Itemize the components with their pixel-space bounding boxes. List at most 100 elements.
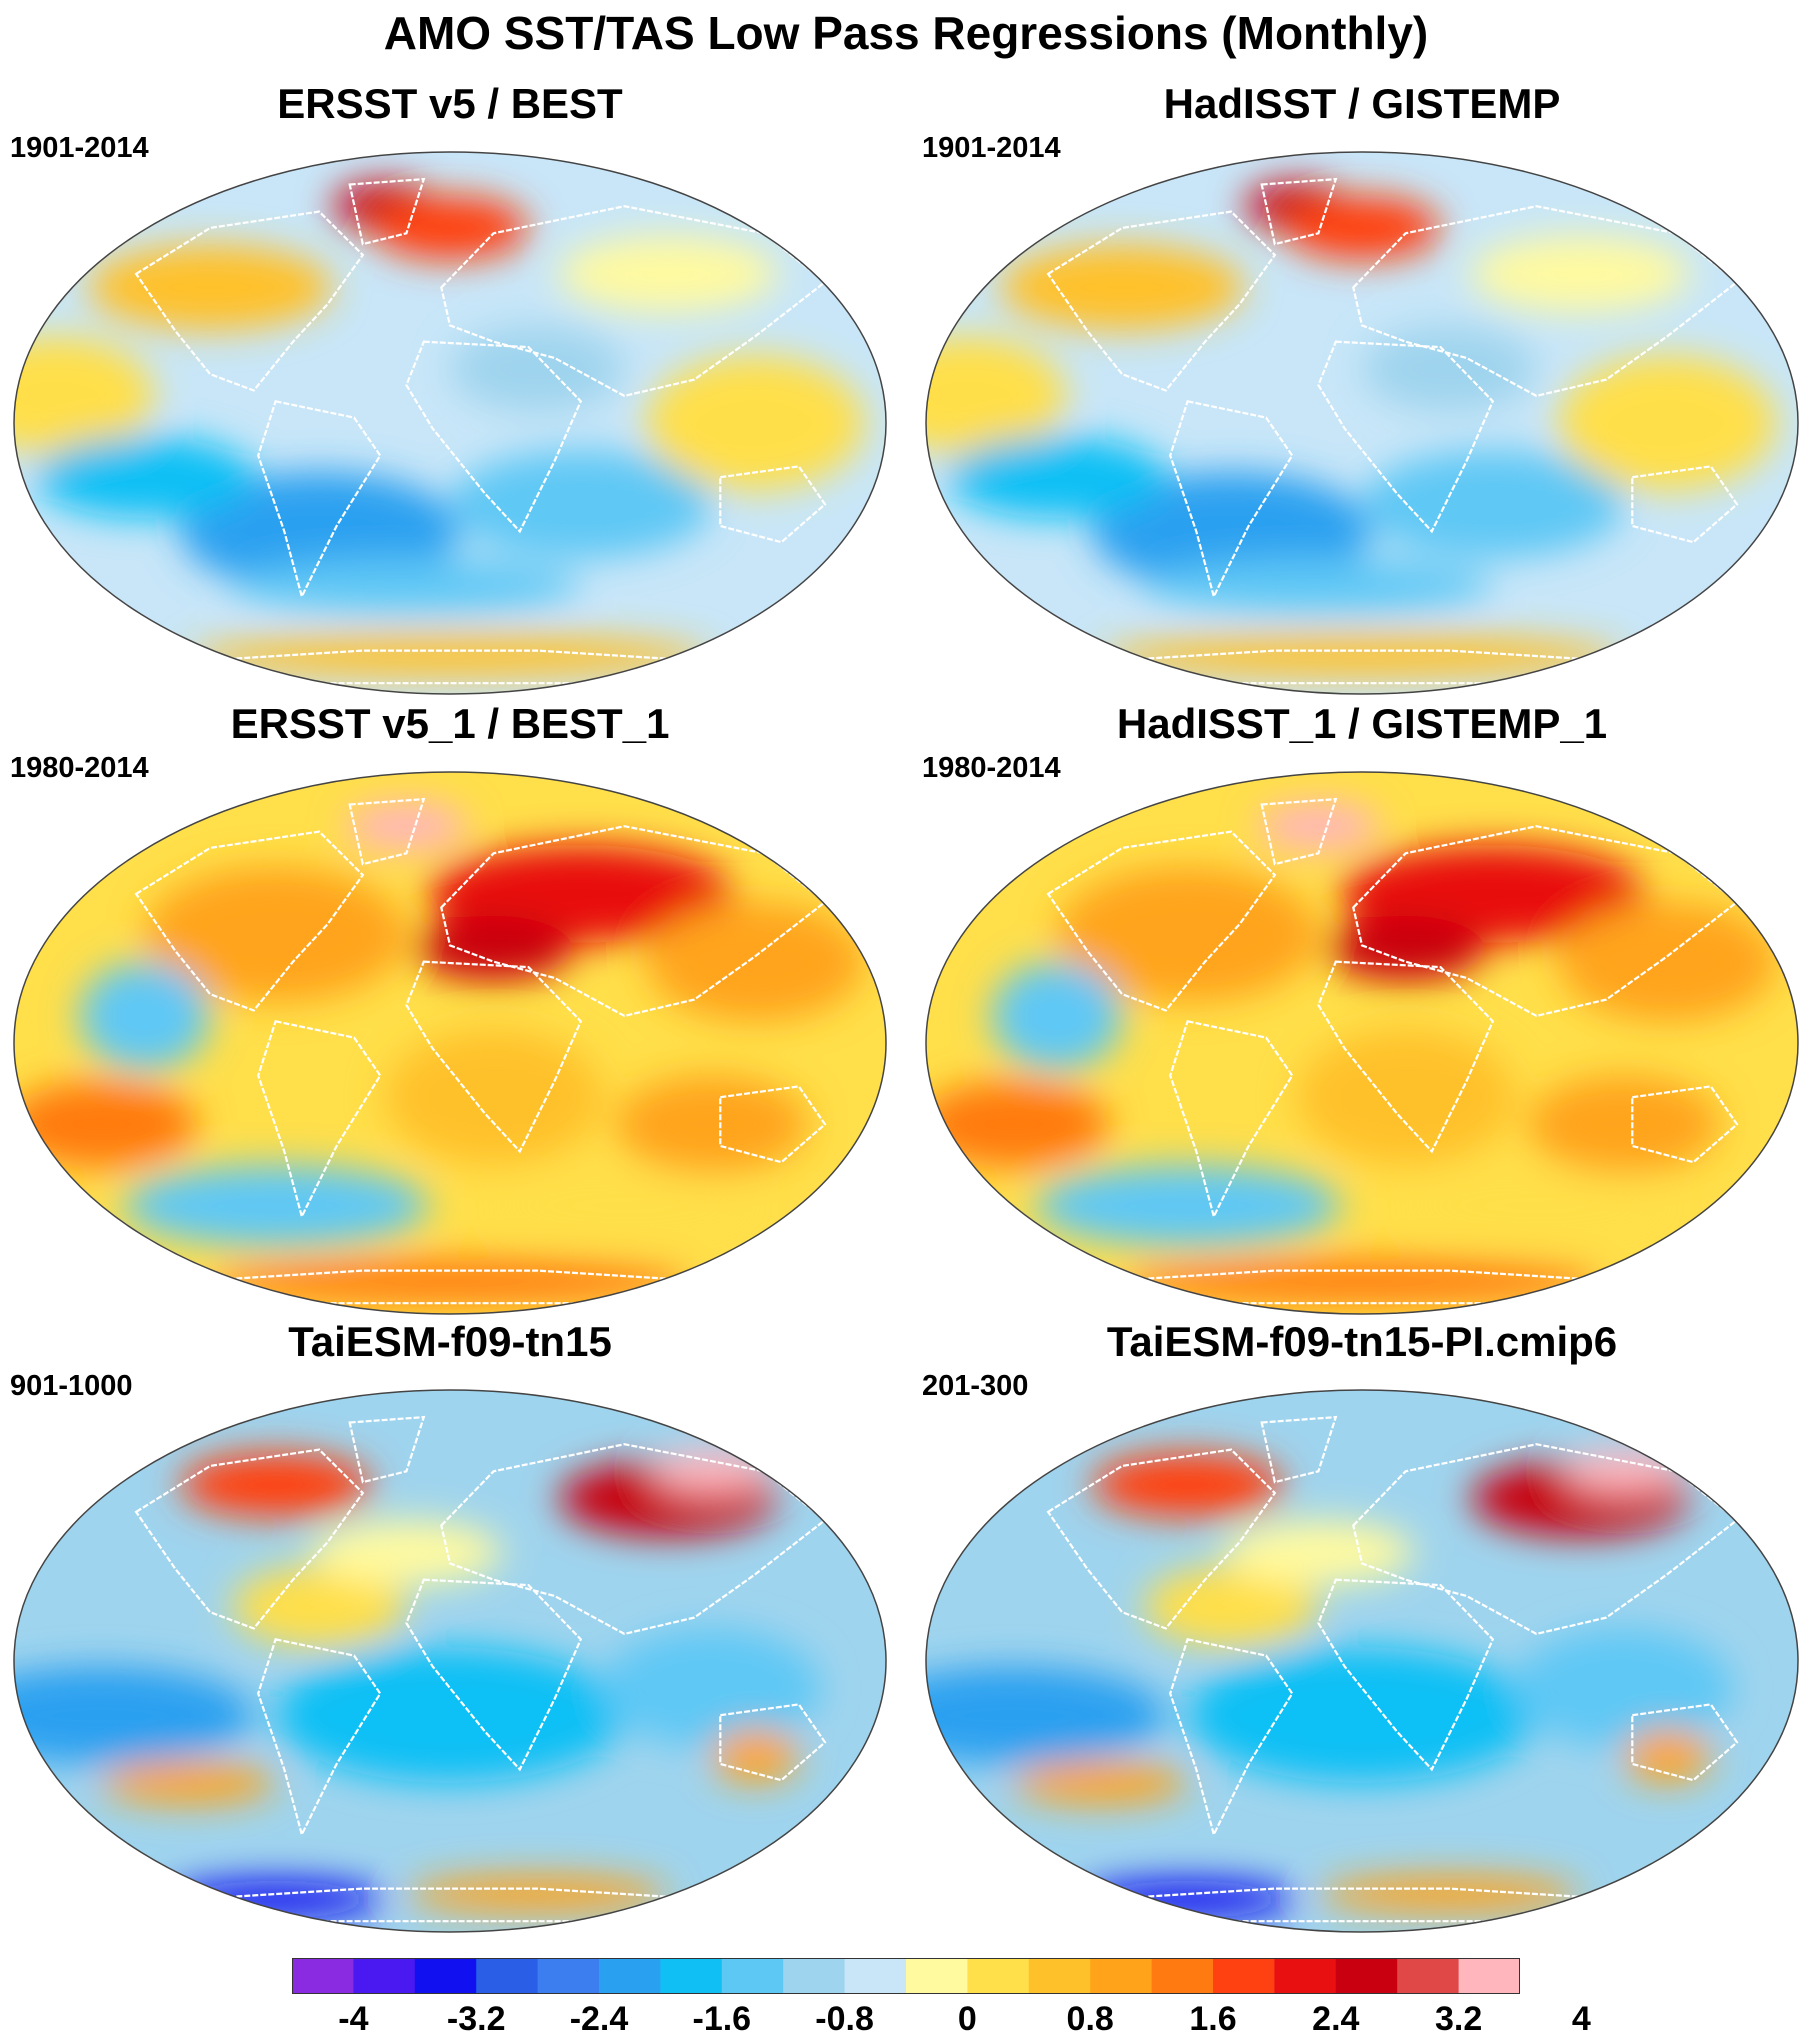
- anomaly-region: [14, 1080, 198, 1168]
- anomaly-region: [450, 450, 712, 559]
- anomaly-region: [1362, 450, 1624, 559]
- anomaly-region: [646, 355, 865, 491]
- colorbar-tick-label: -0.8: [815, 2000, 874, 2038]
- colorbar-swatch: [414, 1958, 477, 1994]
- anomaly-region: [493, 1173, 756, 1239]
- coastline-australia: [719, 1703, 827, 1782]
- anomaly-region: [415, 915, 573, 981]
- anomaly-region: [14, 336, 154, 456]
- world-map: [13, 151, 887, 695]
- colorbar-swatch: [660, 1958, 723, 1994]
- colorbar-tick-label: 2.4: [1312, 2000, 1360, 2038]
- colorbar-swatch: [353, 1958, 416, 1994]
- coastline-samerica: [257, 1638, 382, 1838]
- period-label: 1980-2014: [10, 752, 149, 784]
- coastline-namerica: [134, 210, 365, 392]
- anomaly-region: [1471, 236, 1689, 312]
- anomaly-region: [1187, 1647, 1537, 1783]
- coastline-eurasia: [440, 825, 827, 1018]
- anomaly-region: [188, 634, 712, 678]
- period-label: 1901-2014: [10, 132, 149, 164]
- panel-title: ERSST v5_1 / BEST_1: [230, 700, 670, 747]
- anomaly-region: [615, 1075, 808, 1174]
- map-panel: TaiESM-f09-tn15-PI.cmip6 201-300: [912, 1318, 1812, 1938]
- anomaly-region: [1562, 1449, 1685, 1493]
- anomaly-region: [1362, 325, 1537, 413]
- anomaly-region: [1405, 1173, 1668, 1239]
- coastline-australia: [1631, 1703, 1739, 1782]
- coastline-samerica: [1169, 400, 1294, 600]
- coastline-africa: [405, 960, 583, 1154]
- colorbar-swatch: [906, 1958, 968, 1994]
- figure-title: AMO SST/TAS Low Pass Regressions (Monthl…: [383, 7, 1429, 59]
- anomaly-region: [1100, 634, 1624, 678]
- anomaly-region: [1514, 1628, 1733, 1748]
- anomaly-region: [1318, 1875, 1580, 1914]
- anomaly-region: [144, 866, 407, 1003]
- map-border: [925, 771, 1799, 1315]
- colorbar-swatch: [476, 1958, 539, 1994]
- coastline-eurasia: [440, 205, 827, 398]
- anomaly-region: [310, 1520, 503, 1586]
- coastline-australia: [719, 1085, 827, 1164]
- map-border: [13, 151, 887, 695]
- coastline-greenland: [1260, 797, 1338, 866]
- colorbar-swatch: [292, 1958, 354, 1994]
- anomaly-region: [1056, 866, 1319, 1003]
- anomaly-region: [646, 902, 865, 1022]
- colorbar-swatch: [1458, 1958, 1520, 1994]
- coastline-eurasia: [1352, 825, 1739, 1018]
- anomaly-region: [1091, 1452, 1284, 1518]
- anomaly-region: [1222, 1520, 1415, 1586]
- coastline-eurasia: [1352, 1443, 1739, 1636]
- anomaly-region: [79, 961, 211, 1071]
- coastline-eurasia: [1352, 205, 1739, 398]
- coastline-africa: [405, 340, 583, 534]
- anomaly-region: [1144, 1566, 1319, 1648]
- anomaly-region: [166, 1880, 385, 1919]
- anomaly-region: [371, 195, 529, 261]
- colorbar-tick-label: -4: [338, 2000, 369, 2038]
- coastline-greenland: [348, 1415, 426, 1484]
- period-label: 1980-2014: [922, 752, 1061, 784]
- anomaly-region: [947, 436, 1166, 518]
- colorbar-swatch: [1335, 1958, 1398, 1994]
- coastline-namerica: [134, 1448, 365, 1630]
- anomaly-region: [384, 1029, 603, 1165]
- anomaly-region: [926, 1080, 1110, 1168]
- anomaly-region: [1527, 1075, 1720, 1174]
- coastline-africa: [405, 1578, 583, 1772]
- coastline-australia: [1631, 465, 1739, 544]
- anomaly-region: [1623, 1728, 1711, 1783]
- anomaly-region: [232, 558, 581, 613]
- panel-title: TaiESM-f09-tn15: [288, 1318, 612, 1365]
- anomaly-region: [1558, 355, 1777, 491]
- coastline-greenland: [348, 797, 426, 866]
- colorbar-swatch: [1090, 1958, 1153, 1994]
- panel-title: TaiESM-f09-tn15-PI.cmip6: [1106, 1318, 1618, 1365]
- colorbar-tick-label: 4: [1571, 2000, 1591, 2038]
- world-map: [925, 151, 1799, 695]
- colorbar-swatch: [1274, 1958, 1337, 1994]
- coastline-namerica: [1046, 1448, 1277, 1630]
- world-map: [925, 1389, 1799, 1933]
- coastline-australia: [719, 465, 827, 544]
- colorbar-swatch: [967, 1958, 1030, 1994]
- colorbar-swatch: [721, 1958, 784, 1994]
- world-map: [13, 1389, 887, 1933]
- map-panel: ERSST v5_1 / BEST_1 1980-2014: [0, 700, 900, 1320]
- colorbar-swatch: [1028, 1958, 1091, 1994]
- colorbar-swatch: [1397, 1958, 1460, 1994]
- anomaly-region: [210, 1259, 690, 1304]
- anomaly-region: [1035, 1164, 1341, 1247]
- anomaly-region: [275, 1647, 625, 1783]
- world-map: [13, 771, 887, 1315]
- coastline-greenland: [1260, 177, 1338, 246]
- anomaly-region: [926, 336, 1066, 456]
- map-panel: HadISST / GISTEMP 1901-2014: [912, 80, 1812, 700]
- anomaly-region: [88, 244, 333, 331]
- anomaly-region: [1296, 1029, 1515, 1165]
- anomaly-region: [1000, 244, 1245, 331]
- coastline-africa: [1317, 960, 1495, 1154]
- map-panel: HadISST_1 / GISTEMP_1 1980-2014: [912, 700, 1812, 1320]
